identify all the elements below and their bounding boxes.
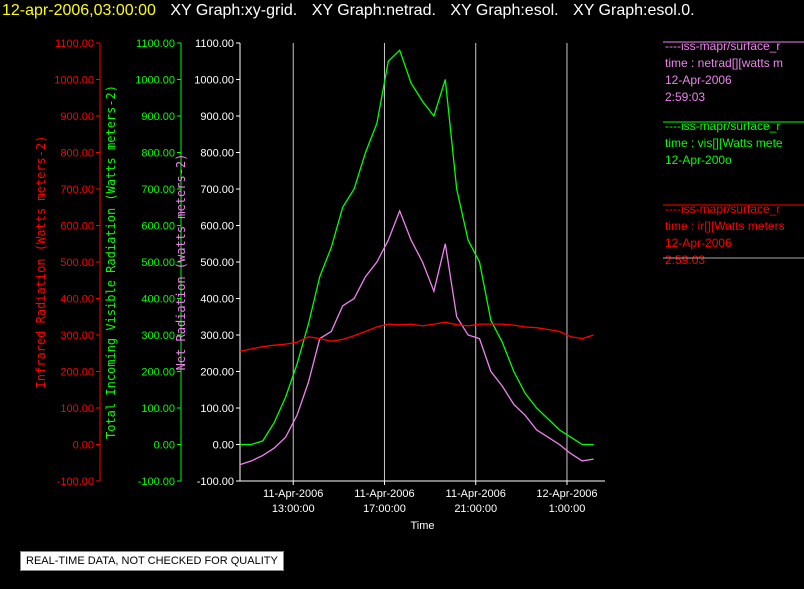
y-tick-label-net: 1100.00: [195, 38, 234, 50]
graph-title-1: XY Graph:xy-grid.: [170, 2, 298, 19]
legend-text-infrared: 12-Apr-2006: [665, 236, 732, 250]
y-tick-label-visible: 0.00: [154, 440, 175, 452]
x-tick-date: 12-Apr-2006: [536, 488, 597, 500]
y-tick-label-net: 900.00: [200, 111, 234, 123]
x-tick-time: 13:00:00: [272, 503, 315, 515]
y-tick-label-visible: 500.00: [141, 257, 175, 269]
legend-text-net: 12-Apr-2006: [665, 73, 732, 87]
x-tick-time: 21:00:00: [454, 503, 497, 515]
y-tick-label-infrared: 400.00: [60, 294, 94, 306]
y-tick-label-visible: 1000.00: [135, 75, 175, 87]
x-tick-date: 11-Apr-2006: [263, 488, 323, 500]
legend-text-infrared: time : ir[][Watts meters: [665, 219, 785, 233]
y-tick-label-infrared: 100.00: [60, 403, 94, 415]
legend-text-visible: 12-Apr-200o: [665, 153, 732, 167]
y-tick-label-visible: 200.00: [141, 367, 175, 379]
x-tick-date: 11-Apr-2006: [446, 488, 506, 500]
window-title-bar: 12-apr-2006,03:00:00 XY Graph:xy-grid. X…: [0, 2, 804, 26]
y-tick-label-infrared: 1000.00: [54, 75, 94, 87]
y-axis-label-infrared: Infrared Radiation (Watts meters-2): [34, 136, 48, 389]
y-tick-label-visible: 600.00: [141, 221, 175, 233]
series-line-visible: [240, 49, 594, 446]
y-tick-label-visible: 700.00: [141, 184, 175, 196]
y-tick-label-infrared: 600.00: [60, 221, 94, 233]
graph-title-3: XY Graph:esol.: [450, 2, 559, 19]
y-tick-label-net: 400.00: [200, 294, 234, 306]
y-tick-label-infrared: 200.00: [60, 367, 94, 379]
y-tick-label-infrared: 500.00: [60, 257, 94, 269]
graph-title-2: XY Graph:netrad.: [311, 2, 436, 19]
y-tick-label-visible: 400.00: [141, 294, 175, 306]
y-tick-label-net: 100.00: [200, 403, 234, 415]
y-tick-label-net: -100.00: [197, 476, 234, 488]
quality-disclaimer: REAL-TIME DATA, NOT CHECKED FOR QUALITY: [20, 551, 284, 571]
x-axis-label: Time: [410, 520, 434, 532]
y-tick-label-visible: 900.00: [141, 111, 175, 123]
y-tick-label-net: 700.00: [200, 184, 234, 196]
y-tick-label-net: 300.00: [200, 330, 234, 342]
timestamp: 12-apr-2006,03:00:00: [2, 2, 156, 19]
legend-text-net: 2:59:03: [665, 90, 705, 104]
legend-text-net: ----iss-mapr/surface_r: [665, 39, 780, 53]
legend-text-net: time : netrad[][watts m: [665, 56, 783, 70]
y-tick-label-infrared: 700.00: [60, 184, 94, 196]
y-tick-label-net: 600.00: [200, 221, 234, 233]
y-tick-label-infrared: 0.00: [73, 440, 94, 452]
x-tick-time: 1:00:00: [549, 503, 586, 515]
y-tick-label-infrared: 900.00: [60, 111, 94, 123]
series-line-infrared: [239, 321, 594, 353]
series-line-net: [239, 209, 594, 466]
legend-text-visible: ----iss-mapr/surface_r: [665, 119, 780, 133]
y-tick-label-net: 0.00: [213, 440, 234, 452]
y-tick-label-net: 500.00: [200, 257, 234, 269]
y-axis-label-visible: Total Incoming Visible Radiation (Watts …: [104, 85, 118, 439]
y-tick-label-infrared: 800.00: [60, 148, 94, 160]
y-tick-label-visible: 800.00: [141, 148, 175, 160]
legend-text-infrared: 2:59:03: [665, 253, 705, 267]
y-tick-label-visible: -100.00: [138, 476, 175, 488]
y-tick-label-infrared: -100.00: [57, 476, 94, 488]
y-tick-label-net: 200.00: [200, 367, 234, 379]
y-tick-label-infrared: 300.00: [60, 330, 94, 342]
legend-text-infrared: ----iss-mapr/surface_r: [665, 202, 780, 216]
y-tick-label-infrared: 1100.00: [55, 38, 94, 50]
y-tick-label-net: 800.00: [200, 148, 234, 160]
legend-text-visible: time : vis[][Watts mete: [665, 136, 783, 150]
y-axis-label-net: Net Radiation (watts meters-2): [174, 154, 188, 371]
y-tick-label-visible: 1100.00: [136, 38, 175, 50]
y-tick-label-visible: 300.00: [141, 330, 175, 342]
y-tick-label-visible: 100.00: [141, 403, 175, 415]
graph-title-4: XY Graph:esol.0.: [573, 2, 695, 19]
x-tick-time: 17:00:00: [363, 503, 406, 515]
x-tick-date: 11-Apr-2006: [354, 488, 414, 500]
y-tick-label-net: 1000.00: [194, 75, 234, 87]
